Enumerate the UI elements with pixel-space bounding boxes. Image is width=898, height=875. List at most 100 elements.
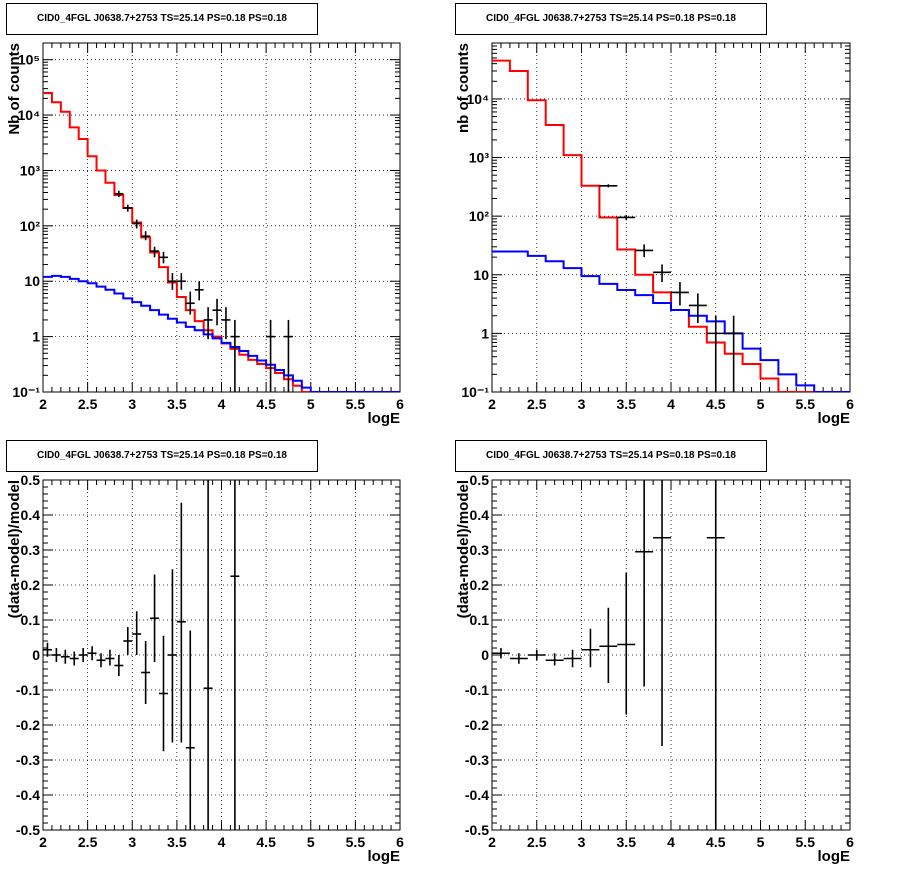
y-tick-label: 10⁻¹ xyxy=(461,384,489,400)
y-tick-label: 0.1 xyxy=(21,612,41,628)
x-tick-label: 4 xyxy=(667,834,675,850)
data-layer xyxy=(43,480,240,830)
y-axis-label: Nb of counts xyxy=(6,43,23,135)
data-point xyxy=(599,607,618,683)
y-tick-label: 0 xyxy=(481,647,489,663)
data-point xyxy=(230,480,240,830)
x-tick-label: 4.5 xyxy=(706,396,726,412)
data-point xyxy=(51,648,61,662)
x-tick-label: 3.5 xyxy=(167,396,187,412)
x-axis-label: logE xyxy=(818,848,851,865)
y-tick-label: 10⁵ xyxy=(18,52,40,68)
data-point xyxy=(266,319,276,392)
data-point xyxy=(150,574,160,662)
x-tick-label: 3.5 xyxy=(167,834,187,850)
data-point xyxy=(60,649,70,664)
y-tick-label: -0.4 xyxy=(16,787,40,803)
data-point xyxy=(194,281,204,301)
data-point xyxy=(635,480,654,687)
y-tick-label: 10² xyxy=(469,208,490,224)
data-point xyxy=(688,293,707,324)
x-tick-label: 5 xyxy=(757,834,765,850)
y-tick-label: -0.2 xyxy=(465,717,489,733)
x-tick-label: 5.5 xyxy=(346,834,366,850)
data-point xyxy=(87,646,97,661)
data-point xyxy=(132,219,142,229)
x-tick-label: 5 xyxy=(307,834,315,850)
x-tick-label: 6 xyxy=(846,834,854,850)
x-tick-label: 2.5 xyxy=(527,396,547,412)
data-point xyxy=(114,655,124,676)
x-tick-label: 2 xyxy=(488,396,496,412)
data-point xyxy=(185,630,195,830)
y-tick-label: -0.1 xyxy=(16,682,40,698)
y-tick-label: 10 xyxy=(473,267,489,283)
data-point xyxy=(492,648,510,659)
x-tick-label: 2 xyxy=(488,834,496,850)
data-point xyxy=(114,190,124,198)
data-point xyxy=(212,298,222,326)
model-histogram-blue xyxy=(492,250,850,392)
data-point xyxy=(123,627,133,655)
x-tick-label: 4 xyxy=(218,396,226,412)
y-tick-label: 10 xyxy=(24,273,40,289)
x-tick-label: 4 xyxy=(667,396,675,412)
data-point xyxy=(150,246,160,258)
x-tick-label: 2.5 xyxy=(78,396,98,412)
y-tick-label: 10³ xyxy=(469,150,490,166)
y-tick-label: 10⁴ xyxy=(18,107,41,123)
model-histogram-red xyxy=(43,92,400,392)
panel-title-2: CID0_4FGL J0638.7+2753 TS=25.14 PS=0.18 … xyxy=(455,3,767,35)
data-point xyxy=(653,264,671,283)
x-tick-label: 3 xyxy=(128,396,136,412)
y-axis-label: (data-model)/model xyxy=(6,480,23,618)
x-tick-label: 5 xyxy=(307,396,315,412)
data-point xyxy=(635,244,654,258)
x-tick-label: 3 xyxy=(128,834,136,850)
x-tick-label: 3 xyxy=(578,834,586,850)
panel-title-1: CID0_4FGL J0638.7+2753 TS=25.14 PS=0.18 … xyxy=(6,3,318,35)
data-point xyxy=(159,251,168,264)
x-tick-label: 4.5 xyxy=(256,396,276,412)
y-tick-label: -0.1 xyxy=(465,682,489,698)
data-point xyxy=(96,653,106,668)
y-tick-label: 10² xyxy=(20,218,41,234)
x-tick-label: 5.5 xyxy=(346,396,366,412)
x-tick-label: 2.5 xyxy=(78,834,98,850)
y-tick-label: 0.3 xyxy=(21,542,41,558)
x-tick-label: 3.5 xyxy=(617,396,637,412)
data-point xyxy=(563,649,582,668)
data-point xyxy=(185,291,195,315)
y-tick-label: 0.4 xyxy=(470,507,490,523)
data-layer xyxy=(43,92,400,392)
y-tick-label: 0.5 xyxy=(470,472,490,488)
data-point xyxy=(230,319,240,392)
data-point xyxy=(176,502,186,743)
x-tick-label: 4 xyxy=(218,834,226,850)
x-axis-label: logE xyxy=(368,848,401,865)
data-point xyxy=(509,653,528,664)
data-point xyxy=(159,635,168,752)
data-point xyxy=(706,480,725,830)
data-point xyxy=(617,214,636,221)
y-tick-label: -0.5 xyxy=(16,822,40,838)
y-tick-label: -0.2 xyxy=(16,717,40,733)
data-point xyxy=(221,307,231,340)
x-tick-label: 2.5 xyxy=(527,834,547,850)
data-point xyxy=(123,204,133,212)
y-tick-label: -0.4 xyxy=(465,787,489,803)
data-point xyxy=(176,273,186,290)
data-point xyxy=(203,307,213,340)
panel-title-3: CID0_4FGL J0638.7+2753 TS=25.14 PS=0.18 … xyxy=(6,440,318,472)
data-point xyxy=(706,315,725,392)
data-point xyxy=(141,641,151,704)
panel-title-4: CID0_4FGL J0638.7+2753 TS=25.14 PS=0.18 … xyxy=(455,440,767,472)
x-tick-label: 6 xyxy=(846,396,854,412)
data-point xyxy=(43,642,52,657)
y-tick-label: 0.1 xyxy=(470,612,490,628)
